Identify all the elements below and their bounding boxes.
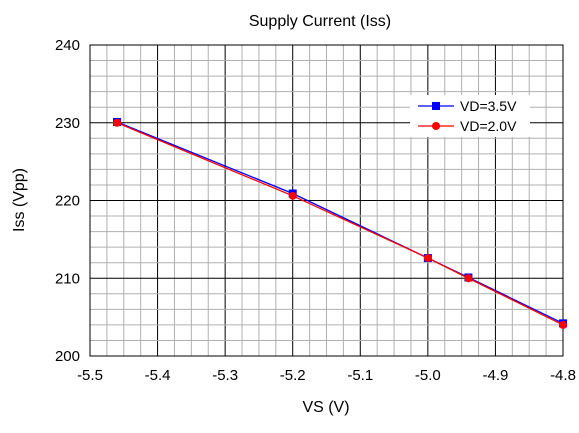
- series-point-2: [559, 320, 567, 329]
- y-tick-label: 230: [55, 115, 80, 132]
- series-point-2: [288, 191, 297, 200]
- legend: VD=3.5V VD=2.0V: [410, 95, 530, 137]
- legend-label: VD=3.5V: [460, 98, 517, 114]
- series-point-2: [113, 118, 122, 127]
- y-tick-label: 240: [55, 37, 80, 54]
- plot-frame: [89, 44, 564, 357]
- series-point-2: [464, 274, 473, 283]
- y-tick-label: 200: [55, 348, 80, 365]
- x-tick-label: -5.2: [280, 367, 306, 384]
- series-layer: [113, 117, 567, 329]
- legend-label: VD=2.0V: [460, 118, 517, 134]
- legend-box: [410, 95, 530, 137]
- legend-marker: [432, 102, 440, 110]
- grid: [90, 45, 563, 356]
- x-tick-label: -5.0: [415, 367, 441, 384]
- y-axis-label: Iss (Vpp): [11, 168, 28, 232]
- x-tick-label: -5.5: [77, 367, 103, 384]
- x-tick-label: -4.9: [482, 367, 508, 384]
- x-tick-label: -5.3: [212, 367, 238, 384]
- y-tick-labels: 200 210 220 230 240: [55, 37, 80, 365]
- chart-title: Supply Current (Iss): [249, 13, 391, 30]
- legend-marker: [432, 122, 440, 130]
- x-tick-label: -5.4: [145, 367, 171, 384]
- series-point-2: [423, 254, 432, 263]
- x-tick-label: -5.1: [347, 367, 373, 384]
- x-tick-label: -4.8: [550, 367, 576, 384]
- x-tick-labels: -5.5 -5.4 -5.3 -5.2 -5.1 -5.0 -4.9 -4.8: [77, 367, 576, 384]
- y-tick-label: 210: [55, 270, 80, 287]
- y-tick-label: 220: [55, 193, 80, 210]
- x-axis-label: VS (V): [302, 399, 349, 416]
